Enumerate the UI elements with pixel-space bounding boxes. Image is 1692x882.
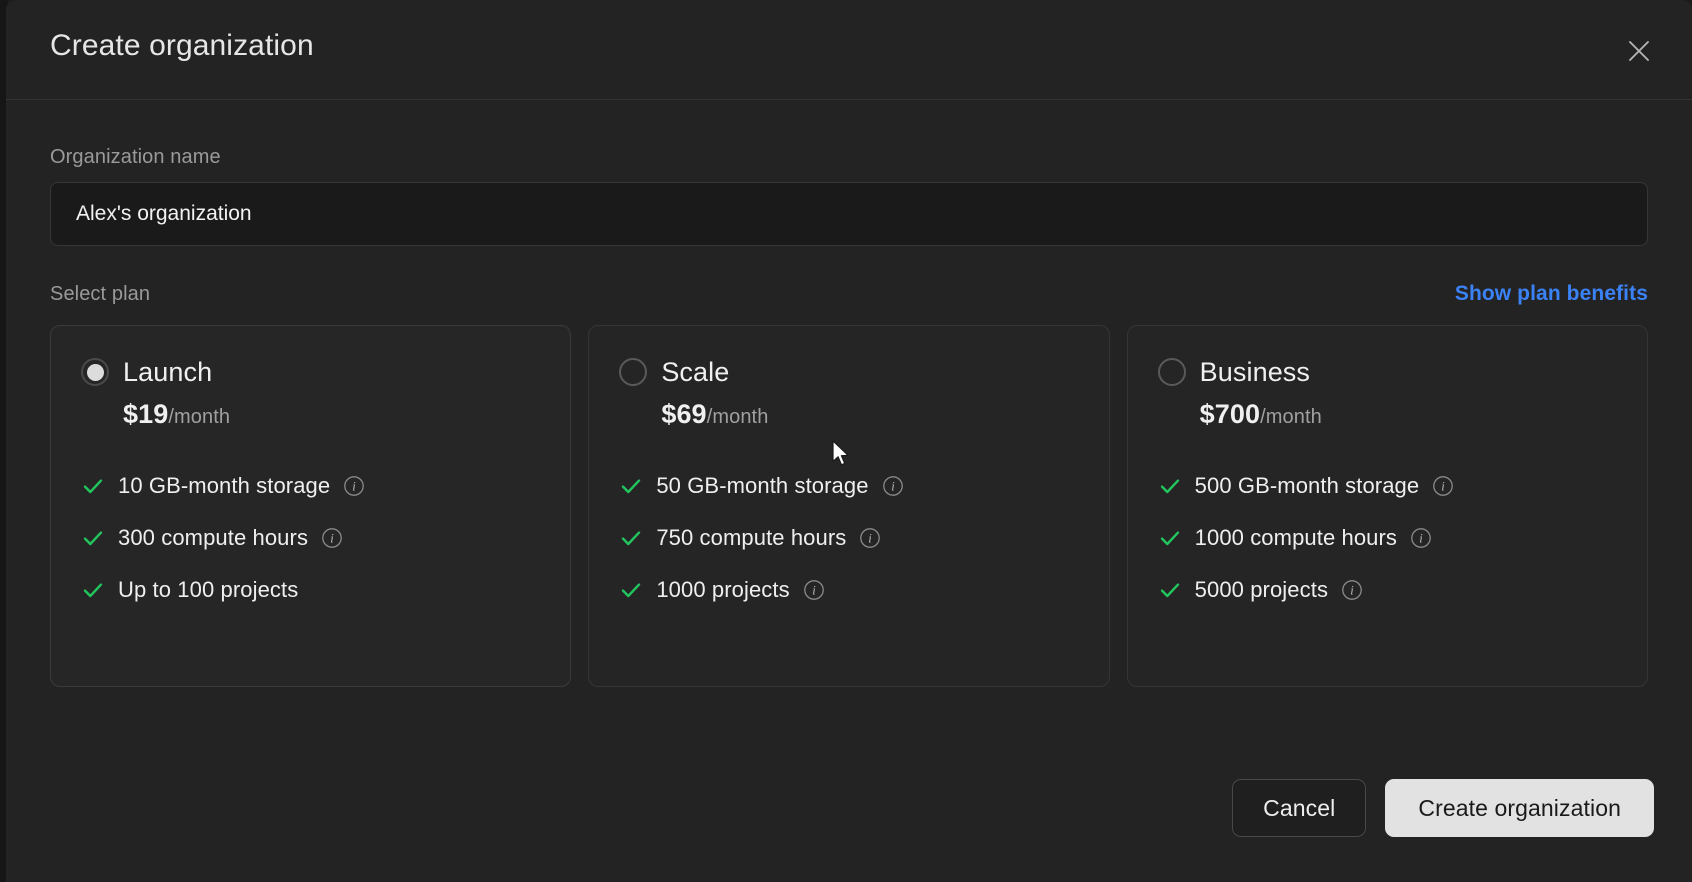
plan-card-scale[interactable]: Scale $69/month 50 GB-month storage i (588, 325, 1110, 687)
radio-button-business[interactable] (1157, 358, 1186, 386)
select-plan-row: Select plan Show plan benefits (50, 282, 1648, 306)
info-icon[interactable]: i (321, 527, 343, 549)
check-icon (622, 531, 641, 546)
svg-text:i: i (812, 584, 816, 598)
plan-header: Scale (619, 354, 1078, 390)
feature-row: 1000 projects i (619, 564, 1078, 616)
plan-price-period: /month (168, 406, 231, 428)
page-backdrop (0, 0, 8, 882)
info-icon[interactable]: i (343, 475, 365, 497)
feature-row: 5000 projects i (1158, 564, 1617, 616)
feature-row: 10 GB-month storage i (81, 460, 540, 512)
modal-header: Create organization (6, 0, 1692, 100)
plan-price-period: /month (706, 406, 769, 428)
modal-body: Organization name Select plan Show plan … (6, 146, 1692, 687)
create-organization-button[interactable]: Create organization (1385, 779, 1654, 837)
info-icon[interactable]: i (882, 475, 904, 497)
feature-list: 50 GB-month storage i 750 compute hours (619, 460, 1078, 616)
check-icon (1160, 531, 1179, 546)
plan-name: Launch (123, 356, 213, 387)
feature-row: 300 compute hours i (81, 512, 540, 564)
plan-card-business[interactable]: Business $700/month 500 GB-month storage… (1126, 325, 1648, 687)
close-icon[interactable] (1618, 30, 1660, 72)
svg-text:i: i (1419, 532, 1423, 546)
svg-text:i: i (330, 532, 334, 546)
plan-card-launch[interactable]: Launch $19/month 10 GB-month storage i (50, 325, 572, 687)
check-icon (83, 583, 103, 598)
show-plan-benefits-link[interactable]: Show plan benefits (1454, 282, 1648, 305)
feature-text: 1000 projects (656, 577, 790, 602)
svg-text:i: i (1350, 584, 1354, 598)
plan-price: $700/month (1200, 399, 1617, 430)
plan-price: $69/month (661, 399, 1078, 430)
create-organization-modal: Create organization Organization name Se… (6, 0, 1692, 882)
svg-text:i: i (869, 532, 873, 546)
info-icon[interactable]: i (859, 527, 881, 549)
feature-row: 500 GB-month storage i (1158, 460, 1617, 512)
close-icon-glyph (1629, 41, 1649, 61)
plan-price: $19/month (123, 399, 540, 430)
check-icon (1160, 583, 1179, 598)
feature-text: 1000 compute hours (1194, 525, 1398, 550)
info-icon[interactable]: i (803, 579, 825, 601)
plan-header: Business (1157, 354, 1617, 390)
feature-text: 5000 projects (1194, 577, 1329, 602)
select-plan-label: Select plan (50, 282, 151, 305)
plan-name: Scale (661, 356, 730, 387)
feature-list: 500 GB-month storage i 1000 compute hour… (1158, 460, 1617, 616)
feature-row: 750 compute hours i (619, 512, 1078, 564)
plan-price-amount: $69 (661, 399, 707, 429)
feature-list: 10 GB-month storage i 300 compute hours (81, 460, 540, 616)
feature-row: 50 GB-month storage i (619, 460, 1078, 512)
feature-text: 500 GB-month storage (1194, 473, 1420, 498)
plan-cards-group: Launch $19/month 10 GB-month storage i (50, 325, 1648, 687)
radio-button-launch[interactable] (81, 358, 109, 386)
svg-text:i: i (891, 480, 895, 494)
page-title: Create organization (50, 29, 314, 62)
modal-footer: Cancel Create organization (1232, 779, 1654, 837)
svg-text:i: i (352, 480, 356, 494)
org-name-input[interactable] (50, 182, 1648, 246)
plan-price-amount: $700 (1199, 399, 1261, 429)
feature-text: 750 compute hours (656, 525, 847, 550)
check-icon (1160, 479, 1179, 494)
check-icon (622, 583, 641, 598)
svg-text:i: i (1441, 480, 1445, 494)
feature-text: 50 GB-month storage (656, 473, 869, 498)
check-icon (83, 479, 103, 494)
plan-price-amount: $19 (123, 399, 169, 429)
feature-text: 10 GB-month storage (118, 473, 331, 498)
info-icon[interactable]: i (1432, 475, 1454, 497)
cancel-button[interactable]: Cancel (1232, 779, 1367, 837)
plan-header: Launch (81, 354, 540, 390)
plan-name: Business (1199, 356, 1311, 387)
feature-row: 1000 compute hours i (1158, 512, 1617, 564)
radio-button-scale[interactable] (619, 358, 648, 386)
plan-price-period: /month (1260, 406, 1322, 428)
check-icon (83, 531, 103, 546)
org-name-label: Organization name (50, 146, 221, 168)
feature-text: Up to 100 projects (118, 577, 299, 602)
info-icon[interactable]: i (1410, 527, 1432, 549)
feature-row: Up to 100 projects (81, 564, 540, 616)
feature-text: 300 compute hours (118, 525, 309, 550)
check-icon (622, 479, 641, 494)
info-icon[interactable]: i (1341, 579, 1363, 601)
